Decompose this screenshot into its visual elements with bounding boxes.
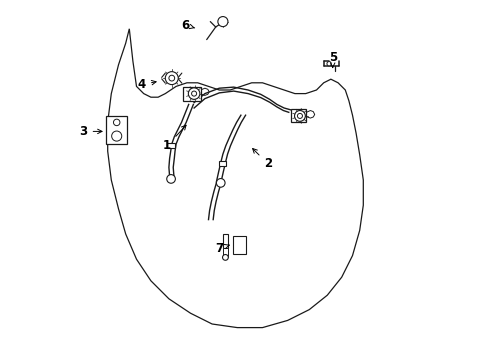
Circle shape <box>191 91 196 96</box>
Circle shape <box>165 72 178 85</box>
Text: 4: 4 <box>138 78 156 91</box>
Circle shape <box>222 255 228 260</box>
Circle shape <box>326 62 330 66</box>
Circle shape <box>111 131 122 141</box>
Text: 7: 7 <box>215 242 229 255</box>
Text: 2: 2 <box>252 149 271 170</box>
Bar <box>106 116 127 144</box>
Bar <box>232 236 245 254</box>
Circle shape <box>113 119 120 126</box>
Circle shape <box>294 111 305 121</box>
Text: 6: 6 <box>181 19 194 32</box>
Bar <box>223 248 227 257</box>
Circle shape <box>216 179 224 187</box>
Circle shape <box>188 88 200 99</box>
Circle shape <box>168 75 174 81</box>
Circle shape <box>218 17 227 27</box>
Text: 3: 3 <box>80 125 102 138</box>
Bar <box>290 109 306 122</box>
Bar <box>219 161 225 166</box>
Bar <box>223 234 227 248</box>
Text: 5: 5 <box>328 51 336 67</box>
Circle shape <box>297 113 302 118</box>
Bar <box>167 143 175 148</box>
Circle shape <box>166 175 175 183</box>
Text: 1: 1 <box>163 125 186 152</box>
Bar <box>183 87 200 101</box>
